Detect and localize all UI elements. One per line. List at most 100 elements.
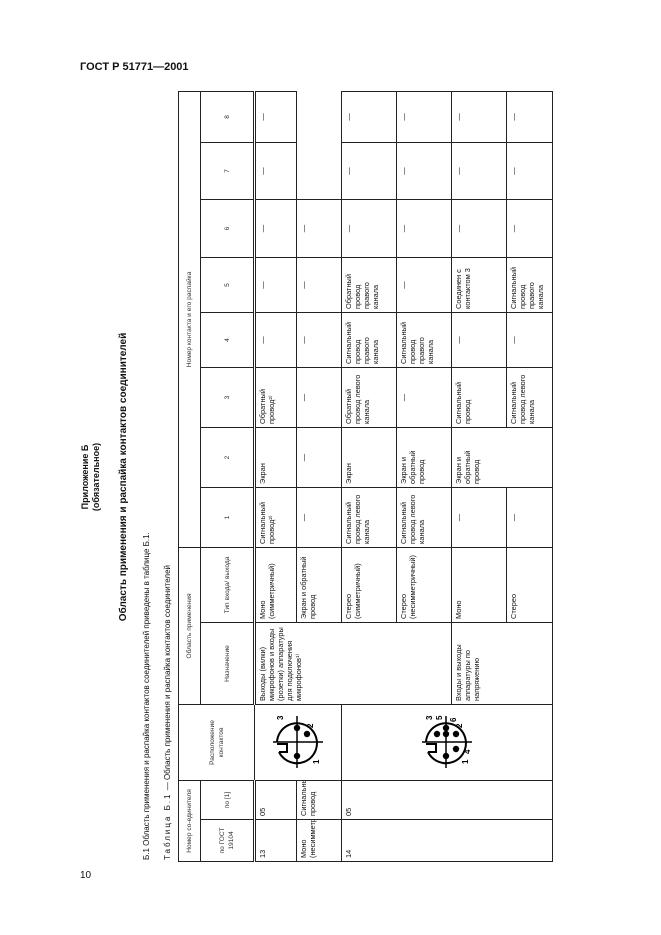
header-layout: Расположение контактов [178,704,255,781]
table-cell: — [396,199,452,258]
table-cell: — [451,487,507,548]
header-application: Область применения [178,547,201,705]
table-cell: Сигнальный провод левого канала [396,487,452,548]
pin-label: 2 [306,724,315,729]
table-cell: — [254,91,297,143]
table-cell: Стерео [506,547,553,623]
table-cell: — [296,312,342,368]
table-cell: 05 [254,780,297,820]
table-cell: Сигнальный провод правого канала [506,257,553,313]
pin-label: 2 [455,724,464,729]
table-cell: Соединен с контактом 3 [451,257,507,313]
table-cell: — [296,257,342,313]
table-cell: — [506,487,553,548]
table-caption: Таблица Б.1 — Область применения и распа… [163,565,172,860]
table-cell: — [451,312,507,368]
pin-label: 1 [312,760,321,765]
header-contact-2: 2 [200,427,255,488]
table-cell: Экран и обратный провод [296,547,342,623]
table-cell: Обратный провод левого канала [341,367,397,428]
table-cell: Экран [341,427,397,488]
header-contact-6: 6 [200,199,255,258]
header-contact-5: 5 [200,257,255,313]
header-contact-4: 4 [200,312,255,368]
table-cell: Сигнальный провод левого канала [506,367,553,428]
pin-label: 3 [276,716,285,721]
header-contact-3: 3 [200,367,255,428]
table-cell: — [396,257,452,313]
table-cell: — [254,142,297,200]
table-cell: Экран и обратный провод [451,427,553,488]
appendix-heading: Приложение Б (обязательное) [80,92,102,862]
table-cell: 13 [254,819,297,862]
header-purpose: Назначение [200,622,255,705]
table-cell: — [506,199,553,258]
table-cell: — [396,91,452,143]
table-cell: Экран [254,427,297,488]
table-cell: — [254,257,297,313]
table-cell: Моно [451,547,507,623]
table-cell: 05 [341,780,553,820]
table-cell: Выходы (вилки) микрофонов и входы (розет… [254,622,452,705]
table-cell: — [506,91,553,143]
connector-layout-conn1: 1 2 3 [254,704,342,781]
table-cell: — [296,367,342,428]
table-cell: — [254,199,297,258]
connector-diagram: 1 2 3 [273,716,323,769]
table-cell: — [296,487,342,548]
table-cell: Сигнальный провод [451,367,507,428]
table-cell: Сигнальный провод правого канала [396,312,452,368]
page-header: ГОСТ Р 51771—2001 [80,61,189,73]
contacts-table: Номер со-единителя Расположение контакто… [178,91,553,862]
pin-label: 5 [435,716,444,721]
table-cell: Стерео (несимметричный) [396,547,452,623]
caption-text: — Область применения и распайка контакто… [163,564,172,793]
table-row: 13 05 1 2 3 Выходы (вилки) микрофонов и входы… [254,91,452,862]
header-contact-7: 7 [200,142,255,200]
header-ref: по [1] [200,780,255,820]
table-cell: Обратный провод правого канала [341,257,397,313]
table-cell: — [296,199,342,258]
header-connector-number: Номер со-единителя [178,780,201,862]
table-cell: — [396,142,452,200]
table-cell: Моно (симметричный) [254,547,297,623]
section-title: Область применения и распайка контактов … [118,332,129,622]
table-cell: — [506,142,553,200]
table-cell: 14 [341,819,553,862]
table-cell: Сигнальный провод²⁾ [254,487,297,548]
header-contact-8: 8 [200,91,255,143]
table-cell: — [506,312,553,368]
table-cell: — [396,367,452,428]
header-gost: по ГОСТ 19104 [200,819,255,862]
pin-label: 4 [463,750,472,755]
header-io-type: Тип входа/ выхода [200,547,255,623]
table-cell: Сигнальный провод [296,780,342,820]
table-cell: — [254,312,297,368]
header-contact-1: 1 [200,487,255,548]
paragraph: Б.1 Область применения и распайка контак… [142,532,151,860]
table-cell: Моно (несимметричный) [296,819,342,862]
table-row: 14 05 1 2 3 4 5 6 Стерео (симметричный) Сигнальны… [341,91,553,862]
table-cell: — [296,427,342,488]
appendix-status: (обязательное) [91,442,101,512]
table-cell: — [341,199,397,258]
table-cell: Обратный провод²⁾ [254,367,297,428]
table-cell: — [451,199,507,258]
table-cell: — [341,91,397,143]
pin-label: 1 [461,760,470,765]
page-number: 10 [80,870,92,881]
table-cell: Входы и выходы аппаратуры по напряжению [451,622,553,705]
connector-diagram: 1 2 3 4 5 6 [422,716,472,769]
table-cell: Сигнальный провод левого канала [341,487,397,548]
appendix-title: Приложение Б [80,444,90,510]
table-cell: Сигнальный провод правого канала [341,312,397,368]
table-cell: — [451,142,507,200]
table-cell: — [341,142,397,200]
header-contacts: Номер контакта и его распайка [178,91,201,548]
pin-label: 3 [425,716,434,721]
table-cell: — [451,91,507,143]
table-cell: Стерео (симметричный) [341,547,397,623]
rotated-content: Приложение Б (обязательное) Область прим… [78,91,558,862]
caption-prefix: Таблица Б.1 [163,792,172,860]
